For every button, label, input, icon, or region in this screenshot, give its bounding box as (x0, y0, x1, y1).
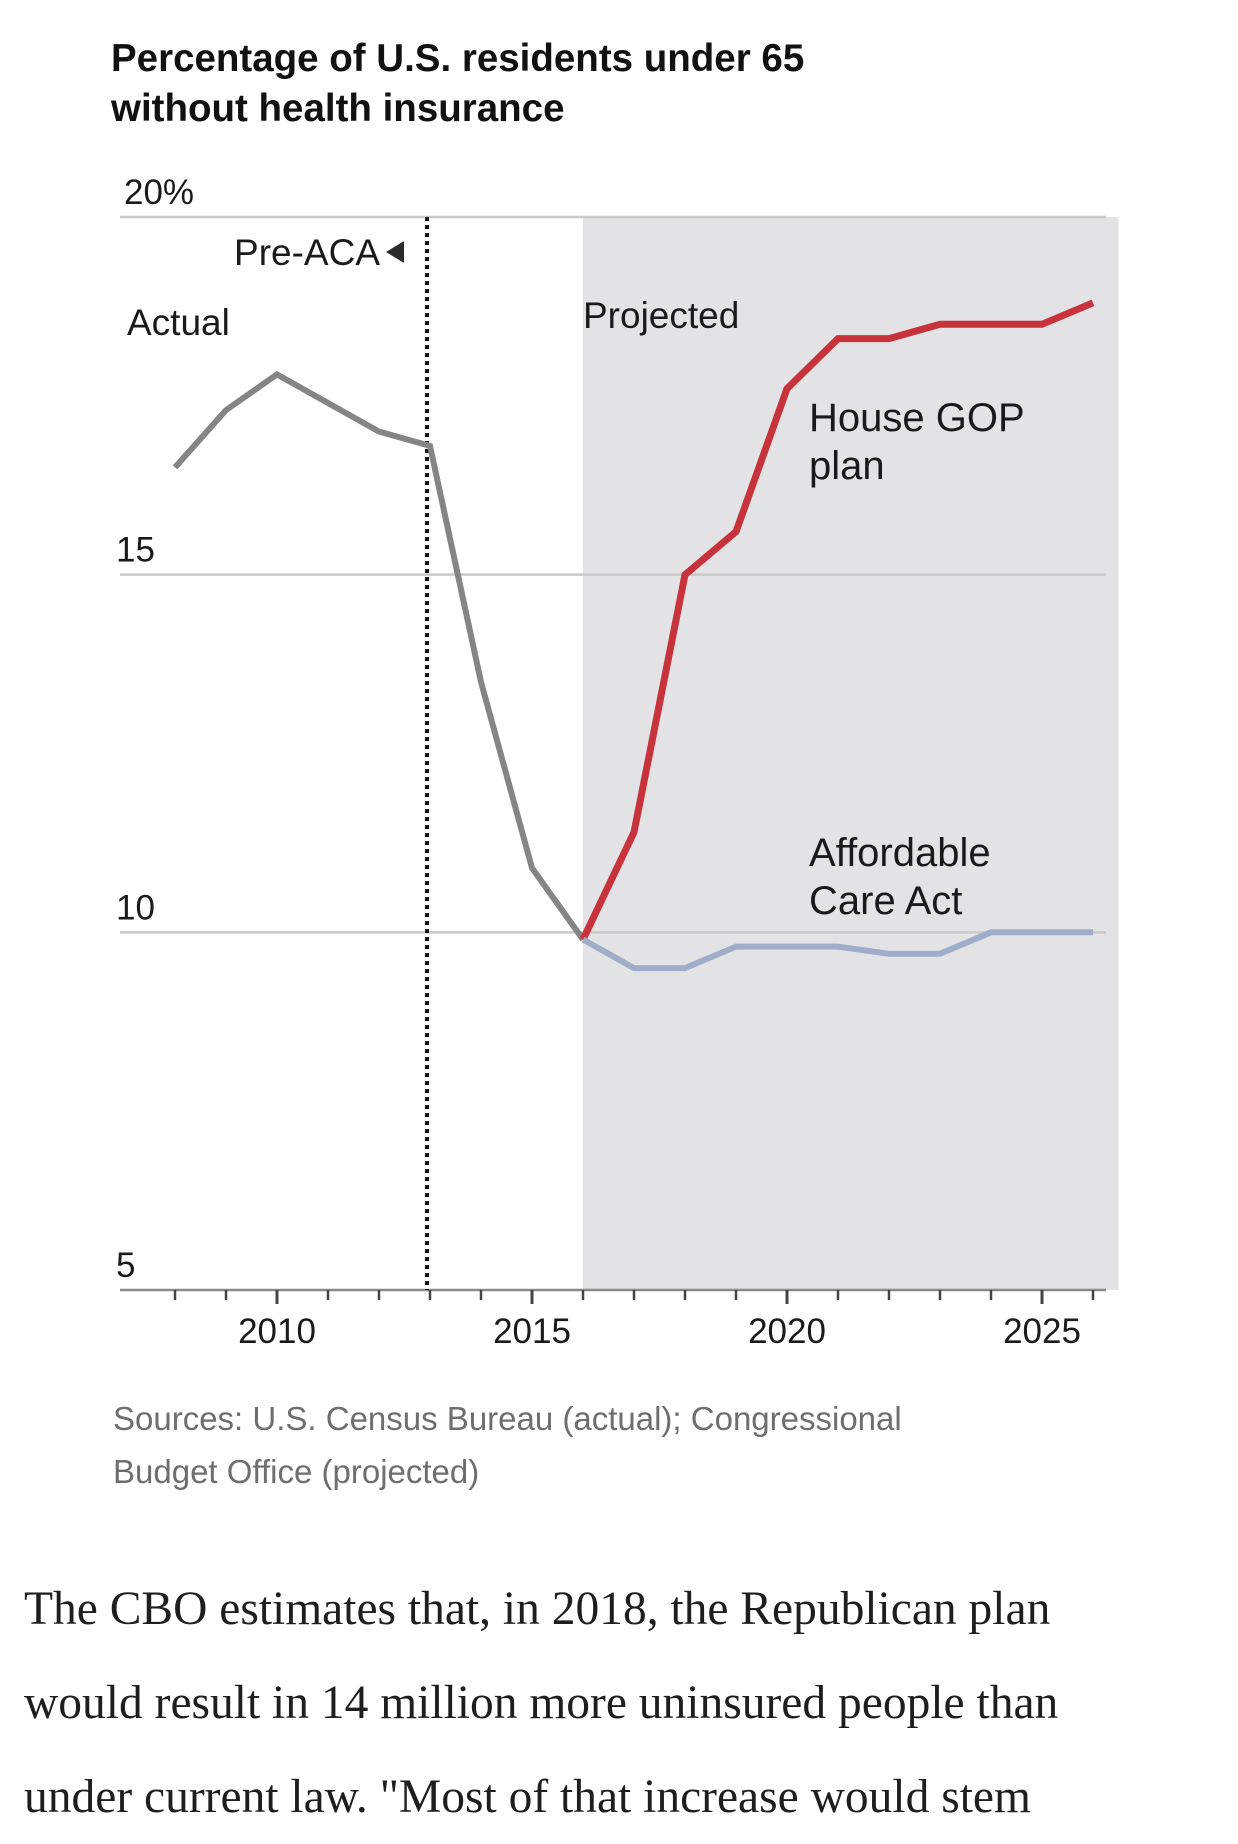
y-tick-label-20: 20% (124, 173, 194, 212)
series-layer (172, 299, 1095, 972)
article-paragraph: The CBO estimates that, in 2018, the Rep… (24, 1562, 1224, 1844)
chart-title-line-1: Percentage of U.S. residents under 65 (111, 37, 805, 80)
x-tick-labels-layer: 2010 2015 2020 2025 (238, 1312, 1081, 1351)
aca-label-line-1: Affordable (809, 831, 991, 875)
sources-line-2: Budget Office (projected) (113, 1453, 480, 1490)
x-axis-layer (120, 1288, 1106, 1304)
annotations-layer: Pre-ACA Actual Projected House GOP plan … (127, 232, 1025, 923)
series-line-aca (581, 929, 1093, 972)
y-tick-label-15: 15 (116, 531, 155, 570)
x-tick-label-2015: 2015 (493, 1312, 571, 1351)
series-line-house-gop (579, 299, 1095, 942)
article-line-2: would result in 14 million more uninsure… (24, 1677, 1059, 1729)
projected-region (583, 217, 1119, 1290)
y-tick-labels-layer: 20% 15 10 5 (116, 173, 194, 1285)
article-line-1: The CBO estimates that, in 2018, the Rep… (24, 1583, 1051, 1635)
pre-aca-arrow-icon (386, 241, 404, 263)
chart-sources: Sources: U.S. Census Bureau (actual); Co… (113, 1392, 1113, 1498)
chart-title-line-2: without health insurance (111, 87, 565, 130)
article-line-3: under current law. "Most of that increas… (24, 1771, 1031, 1823)
house-gop-label-line-1: House GOP (809, 396, 1025, 440)
sources-line-1: Sources: U.S. Census Bureau (actual); Co… (113, 1400, 902, 1437)
x-tick-label-2025: 2025 (1003, 1312, 1081, 1351)
uninsured-line-chart: 20% 15 10 5 2010 2015 2020 2025 Pre-ACA Actual… (116, 173, 1119, 1351)
gridlines-layer (120, 215, 1106, 934)
aca-label-line-2: Care Act (809, 879, 962, 923)
pre-aca-label: Pre-ACA (234, 232, 380, 273)
y-tick-label-10: 10 (116, 888, 155, 927)
series-line-actual (172, 370, 586, 942)
actual-label: Actual (127, 302, 230, 343)
projected-label: Projected (583, 295, 739, 336)
y-tick-label-5: 5 (116, 1246, 135, 1285)
x-tick-label-2020: 2020 (748, 1312, 826, 1351)
house-gop-label-line-2: plan (809, 444, 885, 488)
chart-title: Percentage of U.S. residents under 65 wi… (111, 34, 1111, 134)
projected-region-layer (583, 217, 1119, 1290)
x-tick-label-2010: 2010 (238, 1312, 316, 1351)
